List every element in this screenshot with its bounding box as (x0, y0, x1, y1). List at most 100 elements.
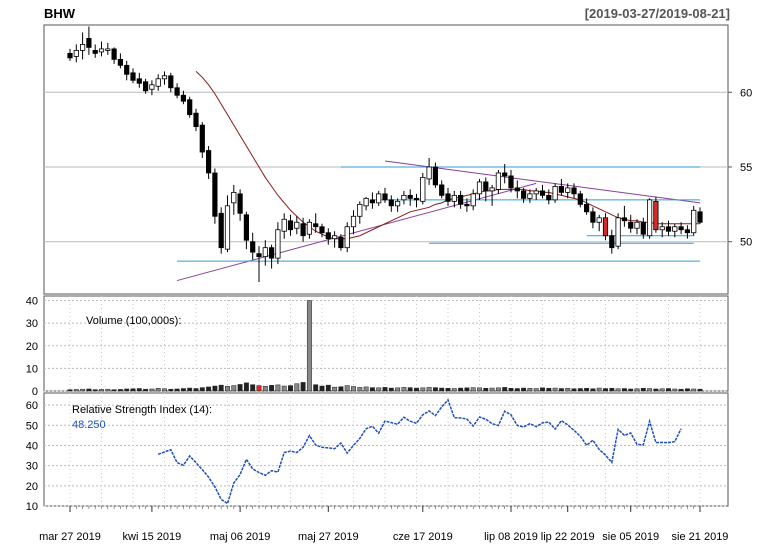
candle-body (281, 218, 287, 232)
volume-bar (684, 388, 690, 392)
volume-bar (218, 384, 224, 392)
candle-body (111, 48, 117, 60)
volume-bar (124, 388, 130, 392)
candle-body (237, 193, 243, 214)
candle-body (199, 124, 205, 153)
candle-body (653, 200, 659, 231)
volume-bar (609, 388, 615, 392)
volume-bar (369, 387, 375, 392)
volume-bar (130, 388, 136, 392)
candle-body (495, 172, 502, 190)
volume-bar (313, 384, 319, 392)
volume-bar (653, 388, 659, 392)
volume-bar (439, 387, 445, 392)
candle-body (130, 72, 136, 81)
volume-bar (558, 388, 564, 392)
volume-bar (174, 388, 180, 392)
candle-body (344, 226, 350, 249)
volume-bar (357, 387, 363, 392)
volume-bar (73, 389, 79, 392)
price-tick-label: 50 (740, 237, 752, 249)
candle-body (691, 209, 697, 234)
candle-body (92, 50, 98, 54)
volume-bar (502, 387, 508, 392)
volume-bar (546, 388, 552, 392)
candle-body (268, 247, 275, 259)
volume-bar (155, 388, 161, 392)
volume-bar (212, 385, 218, 392)
volume-bar (508, 388, 514, 392)
candle-body (338, 236, 344, 249)
candle-body (231, 191, 237, 204)
volume-bar (376, 387, 382, 392)
volume-bar (269, 385, 275, 392)
volume-tick-label: 20 (26, 341, 38, 353)
candle-body (445, 193, 451, 202)
volume-bar (603, 388, 608, 392)
volume-label: Volume (100,000s): (86, 315, 181, 327)
candle-body (218, 212, 224, 249)
volume-bar (338, 386, 344, 392)
candle-body (294, 221, 300, 229)
candle-body (149, 84, 155, 90)
x-tick-label: lip 22 2019 (541, 531, 595, 543)
volume-bar (407, 387, 413, 392)
candle-body (483, 181, 489, 192)
volume-bar (111, 389, 117, 392)
candle-body (275, 229, 281, 259)
candle-body (124, 64, 130, 75)
x-tick-label: maj 06 2019 (210, 531, 271, 543)
volume-bar (193, 388, 199, 392)
volume-bar (262, 386, 268, 392)
volume-bar (143, 388, 149, 392)
candle-body (262, 247, 268, 258)
x-tick-label: kwi 15 2019 (123, 531, 182, 543)
volume-bar (527, 388, 533, 392)
candle-body (596, 217, 602, 223)
volume-bar (294, 383, 300, 392)
candle-body (193, 112, 199, 128)
volume-bar (464, 387, 470, 392)
candle-body (684, 229, 691, 234)
volume-bar (180, 388, 186, 392)
candle-body (161, 75, 168, 80)
volume-bar (420, 387, 426, 392)
volume-bar (495, 387, 501, 392)
rsi-tick-label: 60 (26, 400, 38, 412)
candle-body (363, 197, 369, 207)
candle-body (508, 175, 514, 189)
candle-body (319, 226, 325, 234)
candle-body (647, 199, 653, 237)
chart-title: BHW (44, 6, 76, 21)
rsi-label: Relative Strength Index (14): (72, 404, 212, 416)
rsi-tick-label: 50 (26, 420, 38, 432)
volume-bar (80, 388, 86, 392)
price-tick-label: 55 (740, 162, 752, 174)
volume-bar (168, 388, 174, 392)
volume-bar (426, 387, 432, 392)
x-tick-label: sie 21 2019 (672, 531, 729, 543)
candle-body (439, 184, 445, 196)
volume-bar (243, 382, 249, 392)
candle-body (571, 187, 577, 195)
volume-bar (162, 388, 167, 392)
x-tick-label: sie 05 2019 (602, 531, 659, 543)
volume-bar (666, 388, 671, 392)
volume-bar (414, 387, 419, 392)
rsi-tick-label: 10 (26, 501, 38, 513)
candle-body (313, 223, 319, 228)
volume-bar (136, 388, 142, 392)
volume-bar (306, 300, 312, 392)
volume-bar (231, 385, 237, 392)
candle-body (136, 78, 142, 84)
candle-body (552, 185, 558, 201)
candle-body (350, 215, 357, 228)
candle-body (514, 187, 520, 192)
volume-tick-label: 10 (26, 363, 38, 375)
volume-bar (514, 388, 520, 392)
candle-body (420, 177, 426, 202)
candle-body (470, 193, 476, 207)
volume-bar (552, 387, 558, 392)
candle-body (621, 217, 628, 222)
volume-bar (401, 387, 407, 392)
